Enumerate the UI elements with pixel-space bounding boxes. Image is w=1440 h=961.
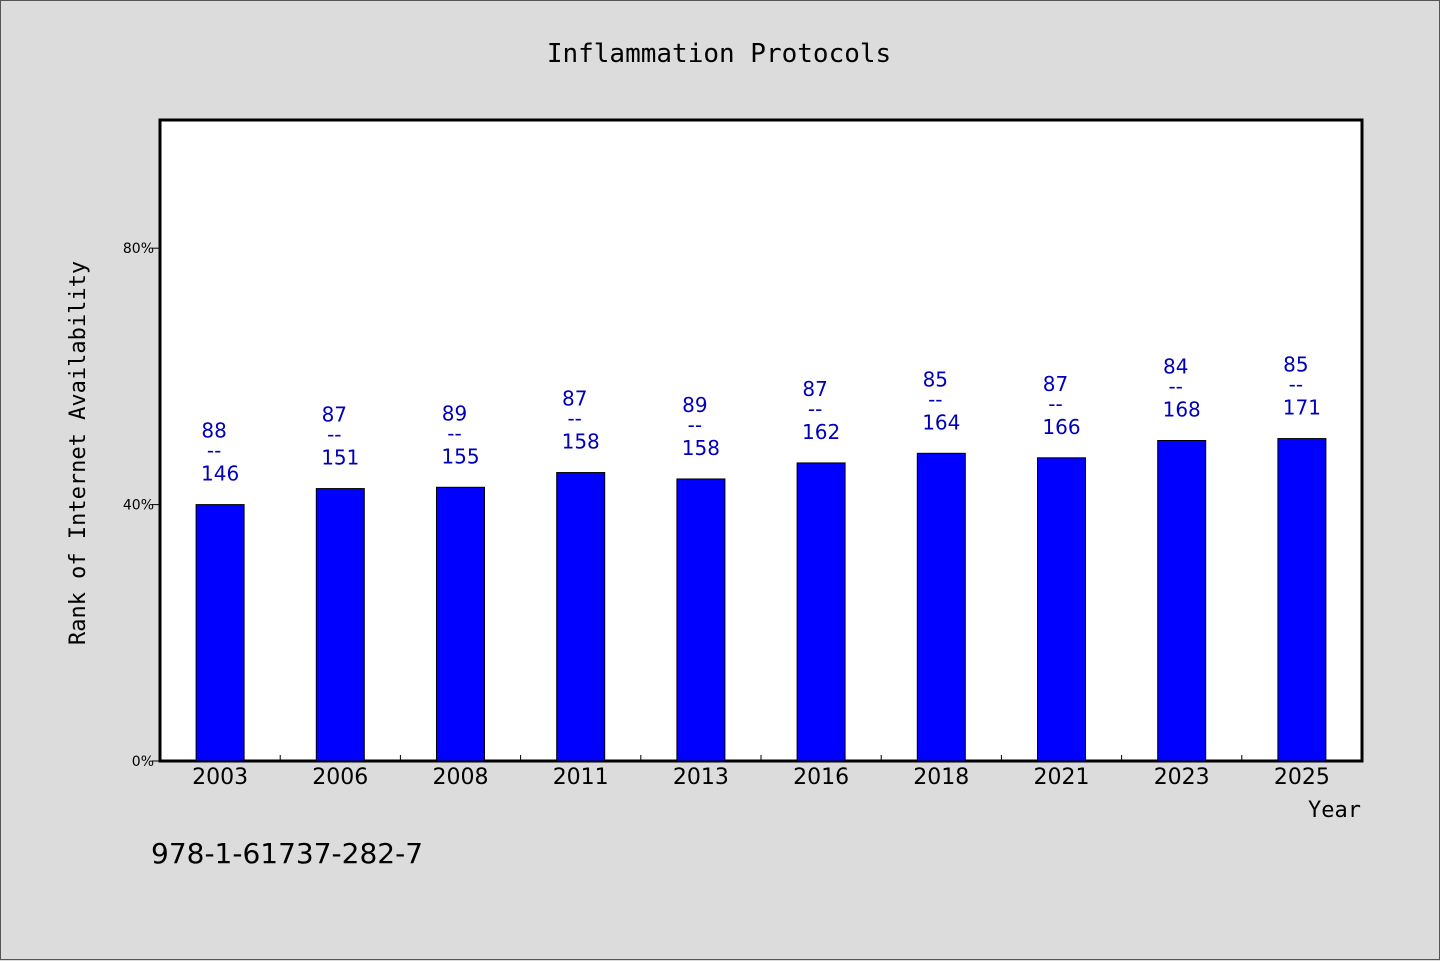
- data-label-top: 88: [201, 419, 226, 443]
- data-label-separator: --: [327, 423, 341, 447]
- data-label-bottom: 171: [1283, 396, 1321, 420]
- data-label-bottom: 168: [1163, 398, 1201, 422]
- bar: [916, 452, 966, 762]
- x-tick-label: 2016: [793, 765, 849, 790]
- bar: [436, 486, 485, 762]
- data-label-bottom: 164: [922, 410, 960, 434]
- bar: [315, 488, 365, 762]
- data-label-separator: --: [1168, 375, 1182, 399]
- x-tick-label: 2011: [553, 765, 609, 790]
- x-tick-label: 2006: [312, 765, 368, 790]
- x-axis-ticks: 2003 2006 2008 2011 2013 2016 2018 2021 2023 2025: [192, 755, 1330, 790]
- data-label-separator: --: [1048, 392, 1062, 416]
- data-label-top: 87: [802, 377, 827, 401]
- bar: [195, 504, 245, 762]
- y-tick-label: 0%: [132, 754, 154, 770]
- data-label-separator: --: [567, 407, 581, 431]
- x-tick-label: 2008: [433, 765, 489, 790]
- bar: [796, 462, 846, 762]
- x-tick-label: 2018: [913, 765, 969, 790]
- y-axis-label: Rank of Internet Availability: [66, 261, 91, 645]
- bar: [676, 478, 726, 762]
- data-label-separator: --: [1289, 373, 1303, 397]
- data-label-bottom: 166: [1042, 415, 1080, 439]
- data-label-separator: --: [688, 413, 702, 437]
- x-tick-label: 2003: [192, 765, 248, 790]
- data-label-separator: --: [808, 397, 822, 421]
- bar: [1277, 438, 1327, 762]
- data-label-top: 85: [923, 367, 948, 391]
- chart-title: Inflammation Protocols: [547, 39, 891, 69]
- data-label-top: 89: [442, 401, 467, 425]
- y-tick-label: 80%: [123, 241, 154, 257]
- data-label-separator: --: [928, 387, 942, 411]
- x-tick-label: 2025: [1274, 765, 1330, 790]
- x-tick-label: 2023: [1154, 765, 1210, 790]
- y-tick-label: 40%: [123, 498, 154, 514]
- data-label-separator: --: [447, 421, 461, 445]
- data-label-top: 85: [1283, 353, 1308, 377]
- data-label-bottom: 158: [562, 430, 600, 454]
- data-label-bottom: 146: [201, 462, 239, 486]
- x-tick-label: 2021: [1034, 765, 1090, 790]
- bar: [1037, 457, 1086, 762]
- x-tick-label: 2013: [673, 765, 729, 790]
- isbn-text: 978-1-61737-282-7: [151, 837, 423, 870]
- data-label-top: 87: [322, 403, 347, 427]
- x-axis-label: Year: [1308, 798, 1361, 823]
- data-label-bottom: 158: [682, 436, 720, 460]
- data-labels: 88--14687--15189--15587--15889--15887--1…: [201, 353, 1321, 486]
- data-label-bottom: 155: [441, 444, 479, 468]
- data-label-top: 84: [1163, 355, 1188, 379]
- data-label-top: 87: [562, 387, 587, 411]
- data-label-top: 89: [682, 393, 707, 417]
- bar: [556, 472, 606, 762]
- data-label-bottom: 162: [802, 420, 840, 444]
- data-label-separator: --: [207, 439, 221, 463]
- bar: [1157, 440, 1207, 762]
- y-axis-ticks: 0% 40% 80%: [123, 241, 160, 770]
- data-label-top: 87: [1043, 372, 1068, 396]
- bar-series: [195, 438, 1327, 762]
- data-label-bottom: 151: [321, 446, 359, 470]
